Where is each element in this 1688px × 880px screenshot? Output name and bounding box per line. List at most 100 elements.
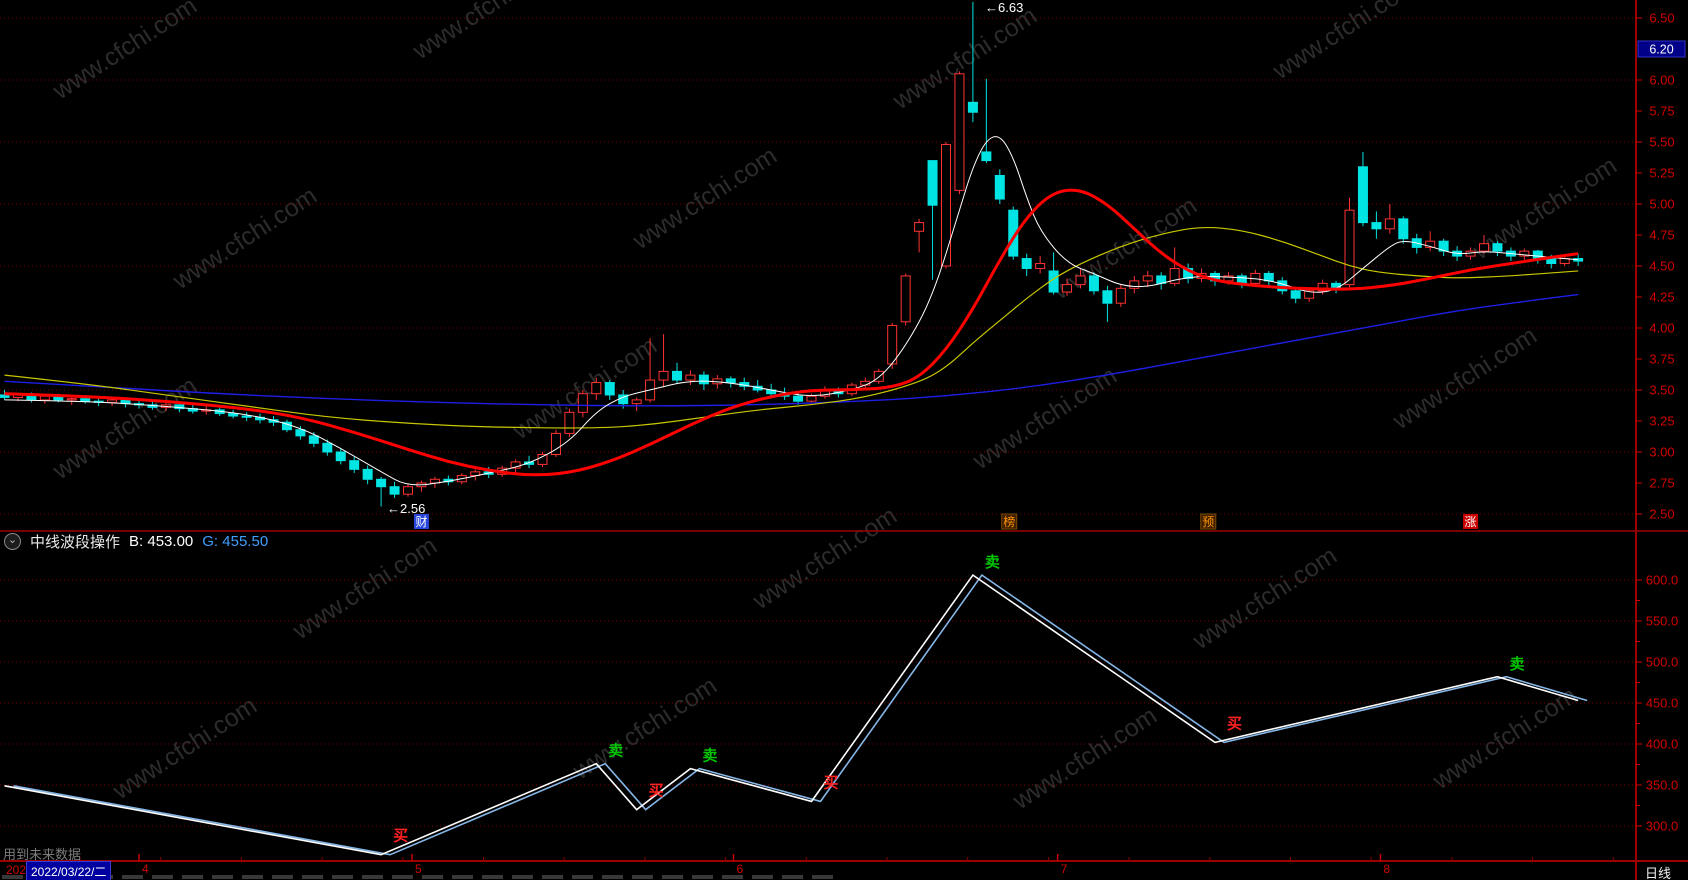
current-date-box[interactable]: 2022/03/22/二 bbox=[26, 861, 112, 880]
candle-down bbox=[322, 442, 333, 453]
scrollbar-segment[interactable] bbox=[662, 875, 683, 879]
candle-down bbox=[335, 451, 346, 462]
scrollbar-segment[interactable] bbox=[632, 875, 653, 879]
scrollbar-segment[interactable] bbox=[512, 875, 533, 879]
candle-up bbox=[685, 374, 696, 381]
indicator-tick-label: 400.0 bbox=[1646, 737, 1679, 752]
candle-up bbox=[591, 382, 602, 395]
indicator-b-value: 453.00 bbox=[147, 533, 194, 550]
scrollbar-segment[interactable] bbox=[332, 875, 353, 879]
scrollbar-segment[interactable] bbox=[152, 875, 173, 879]
current-price-tag-label: 6.20 bbox=[1649, 43, 1673, 57]
ma-signal-red bbox=[4, 188, 1579, 477]
sell-signal-marker: 卖 bbox=[1509, 656, 1524, 673]
candle-up bbox=[1035, 263, 1046, 269]
candle-up bbox=[107, 399, 118, 403]
scrollbar-segment[interactable] bbox=[242, 875, 263, 879]
candle-up bbox=[1129, 280, 1140, 289]
scrollbar-segment[interactable] bbox=[392, 875, 413, 879]
scrollbar-segment[interactable] bbox=[602, 875, 623, 879]
scrollbar-segment[interactable] bbox=[542, 875, 563, 879]
candle-down bbox=[967, 101, 978, 113]
candle-down bbox=[349, 460, 360, 470]
event-badge[interactable] bbox=[1001, 513, 1018, 530]
indicator-tick-label: 500.0 bbox=[1646, 655, 1679, 670]
candle-up bbox=[1142, 275, 1153, 282]
scrollbar-segment[interactable] bbox=[272, 875, 293, 879]
candle-up bbox=[510, 461, 521, 469]
candle-down bbox=[1102, 290, 1113, 304]
price-tick-label: 2.50 bbox=[1649, 507, 1674, 522]
candle-down bbox=[362, 468, 373, 480]
candle-up bbox=[954, 73, 965, 191]
indicator-b-label: B: bbox=[129, 533, 144, 550]
candle-up bbox=[1115, 287, 1126, 304]
price-tick-label: 6.50 bbox=[1649, 11, 1674, 26]
price-tick-label: 3.75 bbox=[1649, 352, 1674, 367]
indicator-b-value-group: B: 453.00 bbox=[129, 533, 193, 550]
candle-down bbox=[1021, 258, 1032, 269]
scrollbar-segment[interactable] bbox=[422, 875, 443, 879]
candle-down bbox=[1371, 222, 1382, 230]
candle-down bbox=[376, 478, 387, 488]
buy-signal-marker: 买 bbox=[649, 783, 664, 800]
month-label: 7 bbox=[1061, 862, 1068, 876]
event-badge-label: 涨 bbox=[1465, 514, 1477, 529]
candle-up bbox=[941, 143, 951, 267]
scrollbar-segment[interactable] bbox=[482, 875, 503, 879]
candle-down bbox=[672, 370, 682, 381]
event-badge[interactable] bbox=[413, 514, 429, 529]
scrollbar-segment[interactable] bbox=[692, 875, 713, 879]
price-tick-label: 5.50 bbox=[1649, 135, 1674, 150]
moving-average-layer bbox=[4, 136, 1579, 486]
candle-down bbox=[1088, 275, 1099, 292]
scrollbar-segment[interactable] bbox=[722, 875, 743, 879]
scrollbar-segment[interactable] bbox=[452, 875, 473, 879]
future-data-warning: 用到未来数据 bbox=[3, 847, 82, 862]
indicator-g-value: 455.50 bbox=[222, 533, 269, 550]
price-tick-label: 5.00 bbox=[1649, 197, 1674, 212]
candle-down bbox=[308, 435, 319, 444]
indicator-header: ⌄ 中线波段操作 B: 453.00 G: 455.50 bbox=[4, 533, 269, 551]
ma-mid-yellow bbox=[4, 226, 1579, 429]
candle-up bbox=[1223, 275, 1234, 282]
ma-long-blue bbox=[4, 293, 1579, 407]
signal-line-b bbox=[4, 573, 1579, 856]
scrollbar-segment[interactable] bbox=[122, 875, 143, 879]
price-tick-label: 4.25 bbox=[1649, 290, 1674, 305]
scrollbar-segment[interactable] bbox=[362, 875, 383, 879]
indicator-title[interactable]: 中线波段操作 bbox=[30, 534, 121, 551]
candle-down bbox=[389, 486, 400, 495]
scrollbar-segment[interactable] bbox=[182, 875, 203, 879]
indicator-tick-label: 600.0 bbox=[1646, 573, 1679, 588]
candle-down bbox=[981, 151, 992, 162]
signal-line-g bbox=[13, 573, 1588, 856]
event-badge[interactable] bbox=[1200, 513, 1217, 530]
event-badge[interactable] bbox=[1463, 514, 1479, 529]
candle-up bbox=[658, 370, 669, 381]
scrollbar-segment[interactable] bbox=[812, 875, 833, 879]
period-selector[interactable]: 日线 bbox=[1645, 866, 1672, 880]
collapse-chevron-icon[interactable]: ⌄ bbox=[4, 533, 21, 550]
scrollbar-segment[interactable] bbox=[212, 875, 233, 879]
scrollbar-segment[interactable] bbox=[752, 875, 773, 879]
current-price-tag bbox=[1637, 40, 1686, 58]
scrollbar-segment[interactable] bbox=[2, 875, 23, 879]
candle-up bbox=[1304, 290, 1315, 299]
candle-down bbox=[241, 415, 252, 418]
indicator-tick-label: 350.0 bbox=[1646, 778, 1679, 793]
month-label: 5 bbox=[415, 862, 422, 876]
scrollbar-segment[interactable] bbox=[302, 875, 323, 879]
indicator-plot-area[interactable] bbox=[0, 531, 1636, 861]
scrollbar-segment[interactable] bbox=[572, 875, 593, 879]
price-tick-label: 5.25 bbox=[1649, 166, 1674, 181]
candle-down bbox=[927, 160, 938, 206]
scrollbar-segment[interactable] bbox=[782, 875, 803, 879]
main-chart-plot-area[interactable] bbox=[0, 0, 1636, 531]
ma-short-white bbox=[4, 136, 1579, 486]
candle-down bbox=[268, 419, 279, 423]
indicator-g-label: G: bbox=[202, 533, 219, 550]
candle-down bbox=[793, 395, 804, 402]
